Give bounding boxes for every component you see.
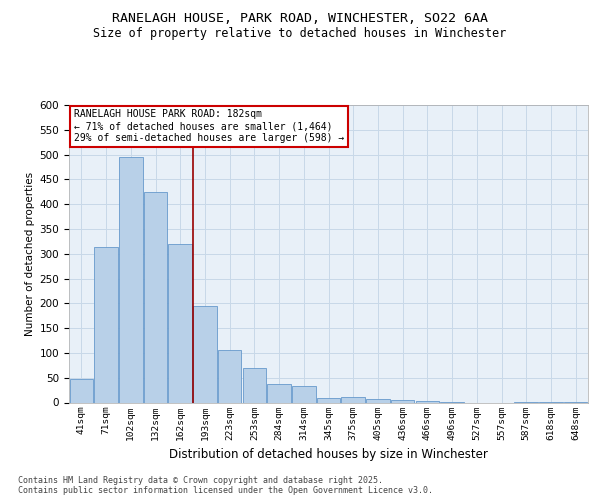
Y-axis label: Number of detached properties: Number of detached properties [25,172,35,336]
Bar [70,378,93,402]
Bar [193,306,217,402]
Text: Size of property relative to detached houses in Winchester: Size of property relative to detached ho… [94,28,506,40]
Bar [391,400,415,402]
Bar [317,398,340,402]
Bar [169,244,192,402]
Bar [268,384,291,402]
Bar [94,248,118,402]
X-axis label: Distribution of detached houses by size in Winchester: Distribution of detached houses by size … [169,448,488,461]
Bar [144,192,167,402]
Bar [366,399,389,402]
Bar [218,350,241,403]
Bar [119,157,143,402]
Text: Contains HM Land Registry data © Crown copyright and database right 2025.
Contai: Contains HM Land Registry data © Crown c… [18,476,433,495]
Text: RANELAGH HOUSE, PARK ROAD, WINCHESTER, SO22 6AA: RANELAGH HOUSE, PARK ROAD, WINCHESTER, S… [112,12,488,26]
Bar [416,401,439,402]
Bar [341,396,365,402]
Bar [292,386,316,402]
Bar [242,368,266,402]
Text: RANELAGH HOUSE PARK ROAD: 182sqm
← 71% of detached houses are smaller (1,464)
29: RANELAGH HOUSE PARK ROAD: 182sqm ← 71% o… [74,110,344,142]
